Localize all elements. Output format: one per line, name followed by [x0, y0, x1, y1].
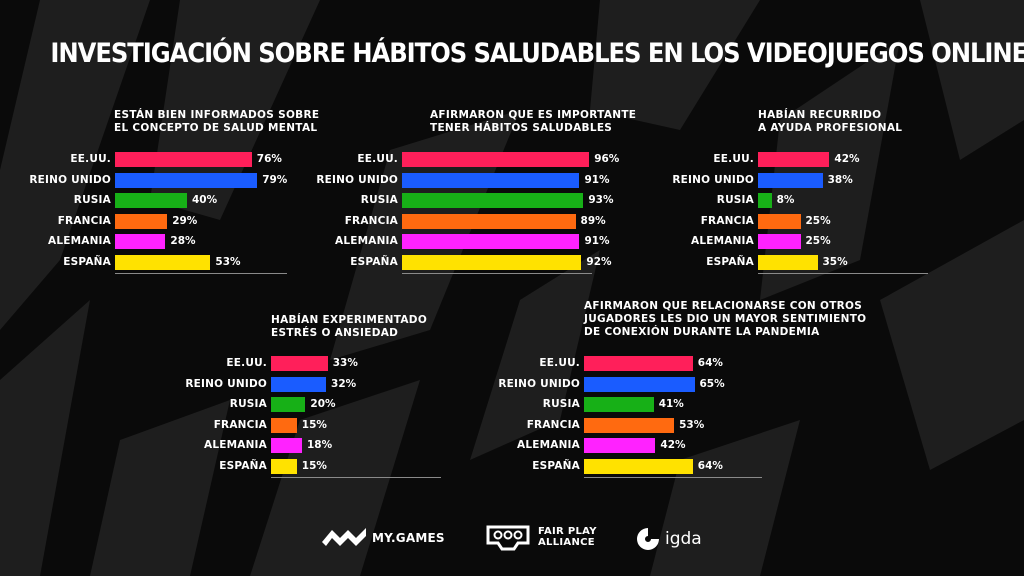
igda-text: igda — [665, 529, 702, 549]
controller-icon — [486, 525, 530, 551]
footer-logos: MY.GAMES FAIR PLAY ALLIANCE igda — [0, 520, 1024, 560]
page-title: INVESTIGACIÓN SOBRE HÁBITOS SALUDABLES E… — [50, 38, 1024, 69]
igda-icon — [637, 528, 659, 550]
my-games-icon — [322, 528, 366, 546]
mygames-logo: MY.GAMES — [322, 526, 445, 550]
fairplay-logo: FAIR PLAY ALLIANCE — [484, 523, 597, 551]
mygames-text: MY.GAMES — [372, 531, 445, 545]
igda-logo: igda — [634, 525, 702, 553]
fairplay-text-line2: ALLIANCE — [538, 537, 595, 548]
fairplay-text-line1: FAIR PLAY — [538, 526, 597, 537]
